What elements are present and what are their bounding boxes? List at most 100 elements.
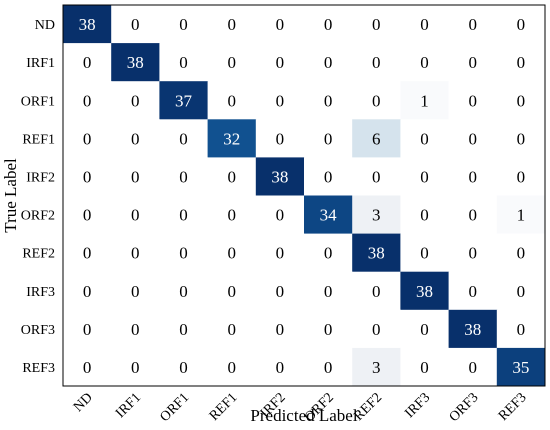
heatmap-cell (159, 271, 209, 311)
heatmap-cell (304, 81, 353, 120)
heatmap-cell (304, 119, 353, 158)
heatmap-cell (304, 43, 353, 82)
heatmap-cell (496, 5, 546, 44)
cell-value-label: 0 (227, 282, 236, 301)
heatmap-cell (207, 157, 257, 196)
cell-value-label: 0 (372, 91, 381, 110)
heatmap-cell (352, 43, 401, 82)
cell-value-label: 0 (324, 282, 333, 301)
cell-value-label: 0 (276, 244, 285, 263)
heatmap-cell (255, 157, 305, 196)
heatmap-cell (111, 309, 160, 349)
cell-value-label: 0 (517, 15, 526, 34)
heatmap-cell (448, 43, 498, 82)
heatmap-cell (255, 119, 305, 158)
heatmap-cell (400, 81, 450, 120)
cell-value-label: 38 (79, 15, 96, 34)
cell-value-label: 0 (324, 358, 333, 377)
cell-value-label: 0 (179, 53, 188, 72)
cell-value-label: 0 (131, 129, 140, 148)
cell-value-label: 0 (372, 282, 381, 301)
cell-value-label: 0 (83, 244, 92, 263)
cell-value-label: 0 (131, 244, 140, 263)
cell-value-label: 0 (83, 129, 92, 148)
cell-value-label: 0 (276, 320, 285, 339)
cell-value-label: 6 (372, 129, 381, 148)
cell-value-label: 3 (372, 206, 381, 225)
heatmap-cell (304, 233, 353, 273)
heatmap-cell (63, 195, 112, 235)
heatmap-cell (111, 157, 160, 196)
x-tick-label: ND (71, 390, 96, 415)
heatmap-cell (159, 43, 209, 82)
cell-value-label: 0 (227, 206, 236, 225)
cell-value-label: 38 (368, 244, 385, 263)
heatmap-cell (352, 309, 401, 349)
cell-value-label: 0 (420, 53, 429, 72)
heatmap-cell (255, 233, 305, 273)
cell-value-label: 0 (227, 320, 236, 339)
cell-value-label: 0 (468, 167, 477, 186)
heatmap-cell (255, 195, 305, 235)
heatmap-cell (207, 233, 257, 273)
heatmap-cell (448, 271, 498, 311)
heatmap-cell (111, 5, 160, 44)
heatmap-cell (304, 5, 353, 44)
heatmap-cell (400, 309, 450, 349)
heatmap-cell (496, 233, 546, 273)
cell-value-label: 37 (175, 91, 193, 110)
heatmap-cell (400, 347, 450, 387)
heatmap-cell (207, 271, 257, 311)
cell-value-label: 0 (420, 320, 429, 339)
cell-value-label: 0 (324, 320, 333, 339)
cell-value-label: 0 (227, 53, 236, 72)
heatmap-cell (111, 43, 160, 82)
y-axis-label: True Label (1, 158, 20, 233)
heatmap-cell (159, 157, 209, 196)
heatmap-cell (63, 81, 112, 120)
cell-value-label: 0 (179, 15, 188, 34)
cell-value-label: 0 (179, 129, 188, 148)
cell-value-label: 0 (517, 91, 526, 110)
heatmap-cell (400, 195, 450, 235)
cell-value-label: 0 (276, 129, 285, 148)
cell-value-label: 0 (517, 282, 526, 301)
heatmap-cell (159, 347, 209, 387)
y-tick-label: REF2 (22, 247, 55, 262)
cell-value-label: 0 (420, 244, 429, 263)
cell-value-label: 0 (468, 282, 477, 301)
heatmap-cell (255, 347, 305, 387)
cell-value-label: 0 (372, 320, 381, 339)
cell-value-label: 0 (468, 206, 477, 225)
heatmap-cell (496, 157, 546, 196)
y-tick-label: REF1 (22, 132, 55, 147)
plot-frame (62, 4, 546, 387)
cell-value-label: 1 (420, 91, 429, 110)
heatmap-cell (352, 81, 401, 120)
heatmap-cell (496, 81, 546, 120)
cell-value-label: 0 (517, 53, 526, 72)
cell-value-label: 0 (179, 358, 188, 377)
cell-value-label: 0 (468, 53, 477, 72)
heatmap-cell (448, 5, 498, 44)
heatmap-cell (63, 157, 112, 196)
cell-value-label: 38 (416, 282, 433, 301)
heatmap-cell (400, 271, 450, 311)
y-tick-label: ORF2 (21, 209, 55, 224)
heatmap-cell (352, 233, 401, 273)
heatmap-cell (448, 309, 498, 349)
heatmap-cell (255, 43, 305, 82)
heatmap-cell (159, 5, 209, 44)
y-tick-label: IRF1 (26, 56, 55, 71)
heatmap-cell (63, 309, 112, 349)
heatmap-cell (63, 119, 112, 158)
heatmap-cell (304, 271, 353, 311)
cell-value-label: 0 (420, 206, 429, 225)
y-tick-label: ORF1 (21, 94, 55, 109)
heatmap-cell (207, 43, 257, 82)
cell-value-label: 0 (83, 282, 92, 301)
cell-value-label: 0 (468, 91, 477, 110)
y-tick-label: IRF3 (26, 285, 55, 300)
heatmap-cell (448, 119, 498, 158)
heatmap-cell (304, 195, 353, 235)
